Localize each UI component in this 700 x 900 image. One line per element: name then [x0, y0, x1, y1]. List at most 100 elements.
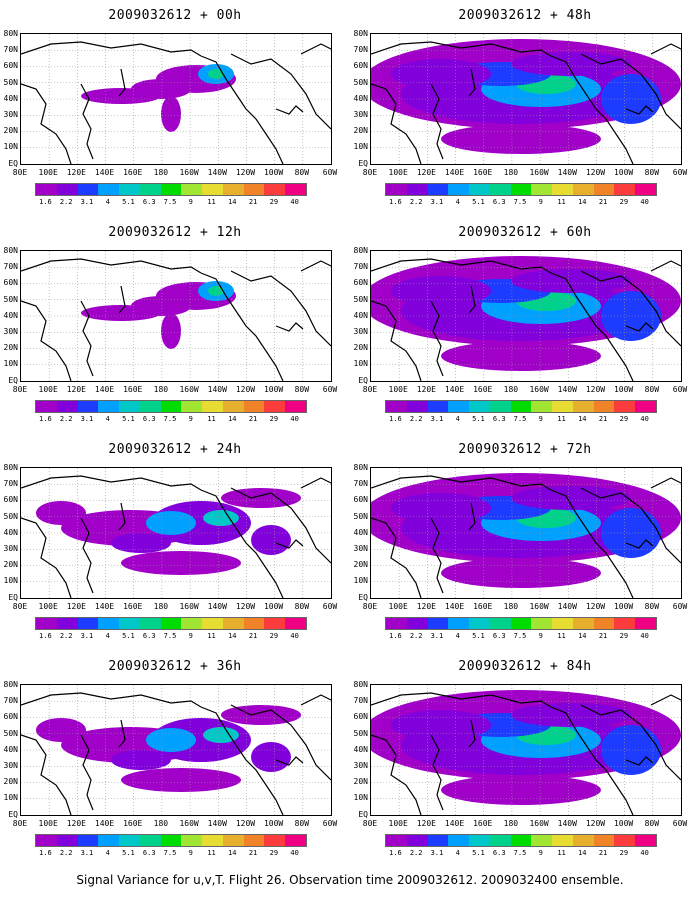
lon-tick-label: 140E — [94, 385, 115, 394]
lat-tick-label: 10N — [353, 793, 368, 803]
variance-region — [441, 558, 601, 588]
lon-tick-label: 100E — [38, 385, 58, 394]
coastline — [580, 270, 681, 347]
colorbar-swatch — [77, 835, 99, 846]
variance-region — [391, 493, 491, 523]
lon-tick-label: 160W — [529, 168, 549, 177]
map-panel-48h: 2009032612 + 48h 80N 70N 60N 50N 40N 30N 20N 10N… — [350, 0, 700, 225]
colorbar-swatch — [243, 618, 265, 629]
lon-tick-label: 120W — [235, 602, 256, 611]
lon-tick-label: 120E — [66, 385, 86, 394]
colorbar-swatch — [181, 618, 203, 629]
variance-region — [391, 710, 491, 740]
lat-tick-label: 10N — [353, 576, 368, 586]
lat-tick-label: 10N — [353, 359, 368, 369]
coastline — [371, 517, 422, 598]
colorbar-label: 21 — [248, 632, 258, 640]
coastline — [118, 68, 126, 97]
lat-tick-label: 30N — [3, 761, 18, 770]
variance-region — [111, 750, 171, 770]
colorbar-label: 2.2 — [59, 415, 73, 423]
colorbar-swatch — [139, 184, 161, 195]
lat-tick-label: 60N — [3, 495, 18, 505]
coastline — [468, 68, 476, 97]
colorbar-label: 9 — [188, 198, 193, 206]
colorbar-label: 3.1 — [80, 849, 94, 857]
colorbar-label: 14 — [578, 632, 587, 640]
colorbar-swatch — [222, 835, 244, 846]
lat-tick-label: 60N — [353, 495, 368, 505]
coastline — [300, 477, 331, 489]
lat-tick-label: 50N — [3, 511, 18, 521]
lat-tick-label: EQ — [8, 375, 18, 385]
lon-tick-label: 160W — [529, 819, 549, 828]
colorbar-label: 21 — [248, 415, 258, 423]
colorbar-label: 3.1 — [430, 849, 444, 857]
coastline — [371, 475, 552, 491]
colorbar-label: 4 — [455, 849, 460, 857]
lat-tick-label: 80N — [3, 29, 18, 38]
lon-tick-label: 80E — [362, 168, 378, 177]
lat-tick-label: 50N — [3, 77, 18, 87]
colorbar-label: 3.1 — [80, 632, 94, 640]
colorbar-label: 29 — [269, 198, 279, 206]
map-area — [370, 684, 682, 816]
map-area — [20, 467, 332, 599]
colorbar-swatch — [181, 401, 203, 412]
lat-tick-label: 30N — [3, 327, 18, 336]
lon-tick-label: 160W — [179, 602, 199, 611]
panel-title: 2009032612 + 12h — [108, 225, 242, 240]
colorbar — [385, 834, 657, 847]
colorbar-label: 14 — [578, 415, 587, 423]
colorbar-label: 4 — [455, 415, 460, 423]
lon-tick-label: 60W — [672, 168, 688, 177]
coastline — [21, 258, 202, 274]
colorbar-swatch — [469, 618, 490, 629]
lat-tick-label: 30N — [353, 544, 368, 553]
colorbar-label: 6.3 — [492, 198, 506, 206]
colorbar-swatch — [469, 184, 490, 195]
variance-region — [161, 313, 181, 349]
lat-tick-label: 70N — [3, 45, 18, 55]
variance-region — [221, 705, 301, 725]
colorbar-swatch — [406, 184, 428, 195]
colorbar-swatch — [531, 835, 553, 846]
variance-region — [251, 525, 291, 555]
lon-tick-label: 60W — [322, 819, 338, 828]
colorbar-swatch — [552, 184, 573, 195]
colorbar — [385, 400, 657, 413]
coastline — [430, 517, 444, 594]
colorbar-label: 40 — [290, 632, 299, 640]
colorbar-swatch — [406, 618, 428, 629]
colorbar-label: 40 — [290, 849, 299, 857]
colorbar-label: 29 — [619, 198, 629, 206]
variance-region — [146, 511, 196, 535]
colorbar-swatch — [510, 835, 532, 846]
coastline — [580, 704, 681, 781]
colorbar-swatch — [139, 401, 161, 412]
variance-region — [601, 725, 661, 775]
colorbar-swatch — [98, 618, 120, 629]
variance-region — [208, 69, 224, 79]
colorbar-swatch — [243, 835, 265, 846]
coastline — [80, 734, 94, 811]
coastline — [550, 272, 634, 381]
colorbar-swatch — [285, 618, 306, 629]
colorbar-label: 1.6 — [39, 415, 52, 423]
colorbar-swatch — [614, 184, 636, 195]
coastline — [550, 55, 634, 164]
colorbar-swatch — [572, 184, 594, 195]
variance-region — [203, 727, 239, 743]
lon-tick-label: 160W — [529, 385, 549, 394]
colorbar-swatch — [552, 401, 573, 412]
colorbar-label: 9 — [188, 632, 193, 640]
lat-tick-label: 20N — [3, 343, 18, 353]
lon-tick-label: 80E — [12, 168, 28, 177]
colorbar-label: 5.1 — [122, 198, 135, 206]
coastline — [230, 270, 331, 347]
colorbar-swatch — [56, 401, 78, 412]
coastline — [230, 53, 331, 130]
lon-tick-label: 180 — [153, 602, 169, 611]
coastline — [230, 704, 331, 781]
lat-tick-label: 40N — [353, 93, 368, 103]
